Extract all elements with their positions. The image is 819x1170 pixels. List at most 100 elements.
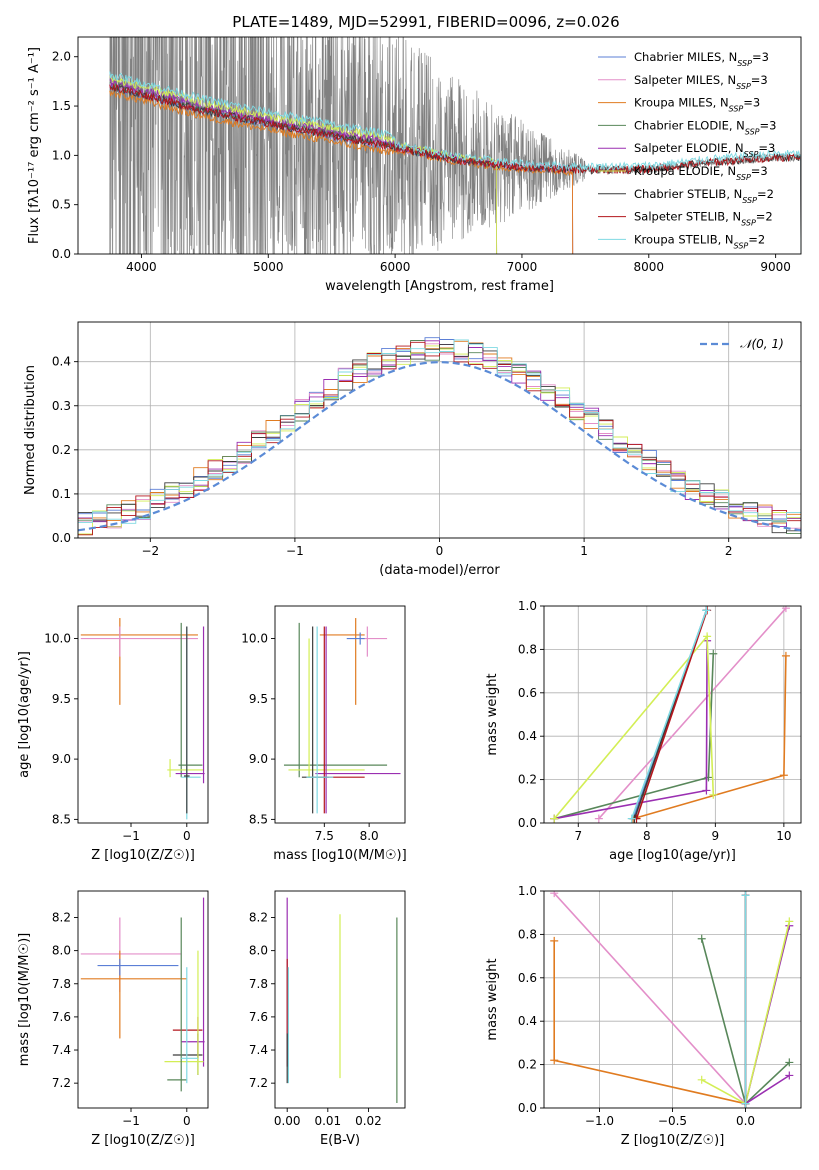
figure-title: PLATE=1489, MJD=52991, FIBERID=0096, z=0… <box>232 13 619 31</box>
histogram-step <box>78 343 801 534</box>
histogram-step <box>78 340 801 528</box>
x-tick-label: 6000 <box>380 260 411 274</box>
weight-marker <box>785 1071 794 1080</box>
weight-marker <box>709 790 718 799</box>
x-axis-label: age [log10(age/yr)] <box>609 848 736 863</box>
x-axis-label: Z [log10(Z/Z☉)] <box>621 1133 725 1148</box>
y-tick-label: 7.4 <box>249 1043 268 1057</box>
legend-label: Salpeter STELIB, NSSP=2 <box>634 210 773 228</box>
weight-marker <box>785 917 794 926</box>
y-tick-label: 0.0 <box>518 1101 537 1115</box>
plot-area <box>544 606 801 823</box>
x-axis-label: Z [log10(Z/Z☉)] <box>91 848 195 863</box>
weight-marker <box>703 632 712 641</box>
legend-label: Kroupa MILES, NSSP=3 <box>634 96 760 114</box>
y-tick-label: 0.5 <box>52 198 71 212</box>
y-tick-label: 8.5 <box>249 812 268 826</box>
axes-frame <box>77 890 209 1109</box>
x-tick-label: 7 <box>574 829 582 843</box>
y-axis-label: mass weight <box>485 673 500 755</box>
x-tick-label: 8000 <box>634 260 665 274</box>
weight-marker <box>781 606 790 613</box>
y-tick-label: 8.0 <box>52 944 71 958</box>
x-tick-label: 0 <box>183 829 191 843</box>
y-tick-label: 1.0 <box>52 148 71 162</box>
plot-area <box>544 891 801 1108</box>
y-tick-label: 0.0 <box>518 816 537 830</box>
y-axis-label: Normed distribution <box>23 365 38 495</box>
y-tick-label: 8.0 <box>249 944 268 958</box>
legend-label: Kroupa ELODIE, NSSP=3 <box>634 164 768 182</box>
weight-marker <box>550 1056 559 1065</box>
weight-marker <box>697 1075 706 1084</box>
x-tick-label: 0.01 <box>314 1114 341 1128</box>
weight-marker <box>781 651 790 660</box>
y-tick-label: 9.5 <box>249 692 268 706</box>
y-tick-label: 9.0 <box>52 752 71 766</box>
y-tick-label: 7.6 <box>249 1010 268 1024</box>
plot-area <box>283 618 401 814</box>
y-tick-label: 1.0 <box>518 599 537 613</box>
y-tick-label: 0.0 <box>52 531 71 545</box>
weight-line <box>553 892 747 1105</box>
x-tick-label: 0.02 <box>355 1114 382 1128</box>
y-tick-label: 10.0 <box>241 632 268 646</box>
legend-label: Salpeter ELODIE, NSSP=3 <box>634 141 775 159</box>
axes-frame <box>543 605 802 824</box>
y-axis-label: mass [log10(M/M☉)] <box>17 933 32 1066</box>
legend-label: Chabrier ELODIE, NSSP=3 <box>634 118 776 136</box>
y-tick-label: 0.8 <box>518 642 537 656</box>
weight-marker <box>702 606 711 615</box>
panel-residuals: −2 −1 0 1 2 0.0 0.1 0.2 0.3 0.4 (data-model)/error… <box>23 321 802 578</box>
x-tick-label: −1 <box>286 544 304 558</box>
weight-marker <box>741 891 750 900</box>
weight-marker <box>550 814 559 823</box>
y-tick-label: 0.8 <box>518 927 537 941</box>
y-tick-label: 0.6 <box>518 971 537 985</box>
y-tick-label: 0.4 <box>518 729 537 743</box>
y-axis-label: mass weight <box>485 958 500 1040</box>
axes-frame <box>274 605 406 824</box>
x-tick-label: 0.0 <box>736 1114 755 1128</box>
x-tick-label: 0.00 <box>274 1114 301 1128</box>
model-spectrum-line <box>109 83 801 254</box>
histogram-step <box>78 341 801 536</box>
weight-marker <box>550 936 559 945</box>
weight-marker <box>779 771 788 780</box>
x-tick-label: −1 <box>122 829 140 843</box>
x-tick-label: 9 <box>712 829 720 843</box>
x-tick-label: −1 <box>122 1114 140 1128</box>
observed-spectrum <box>109 37 801 254</box>
y-tick-label: 0.2 <box>518 773 537 787</box>
axes-frame <box>77 36 802 255</box>
y-tick-label: 0.1 <box>52 487 71 501</box>
legend-label: 𝒩(0, 1) <box>740 337 784 351</box>
y-tick-label: 0.4 <box>52 355 71 369</box>
x-tick-label: 9000 <box>760 260 791 274</box>
x-tick-label: 8 <box>643 829 651 843</box>
y-tick-label: 1.0 <box>518 884 537 898</box>
panel-weight_vs_Z: −1.0 −0.5 0.0 0.0 0.2 0.4 0.6 0.8 1.0 Z [log10(Z/… <box>485 884 802 1148</box>
y-axis-label: age [log10(age/yr)] <box>17 651 32 778</box>
y-tick-label: 7.8 <box>249 977 268 991</box>
y-tick-label: 9.5 <box>52 692 71 706</box>
y-tick-label: 2.0 <box>52 50 71 64</box>
plot-area <box>78 322 801 538</box>
x-axis-label: Z [log10(Z/Z☉)] <box>91 1133 195 1148</box>
y-tick-label: 7.8 <box>52 977 71 991</box>
x-axis-label: wavelength [Angstrom, rest frame] <box>325 279 554 294</box>
legend-label: Salpeter MILES, NSSP=3 <box>634 73 768 91</box>
plot-area <box>286 897 398 1104</box>
model-spectrum-line <box>109 75 498 254</box>
x-tick-label: −1.0 <box>585 1114 614 1128</box>
x-tick-label: −0.5 <box>658 1114 687 1128</box>
weight-marker <box>550 891 559 898</box>
panel-mass_vs_Z: −1 0 7.2 7.4 7.6 7.8 8.0 8.2 Z [log10(Z/Z☉)] mass… <box>17 890 209 1148</box>
x-tick-label: 10 <box>776 829 791 843</box>
panel-spectrum: 4000 5000 6000 7000 8000 9000 0.0 0.5 1.0 1.5 2.0 w… <box>27 36 802 294</box>
y-tick-label: 7.4 <box>52 1043 71 1057</box>
weight-marker <box>709 649 718 658</box>
x-axis-label: (data-model)/error <box>379 563 500 578</box>
weight-marker <box>741 1099 750 1108</box>
